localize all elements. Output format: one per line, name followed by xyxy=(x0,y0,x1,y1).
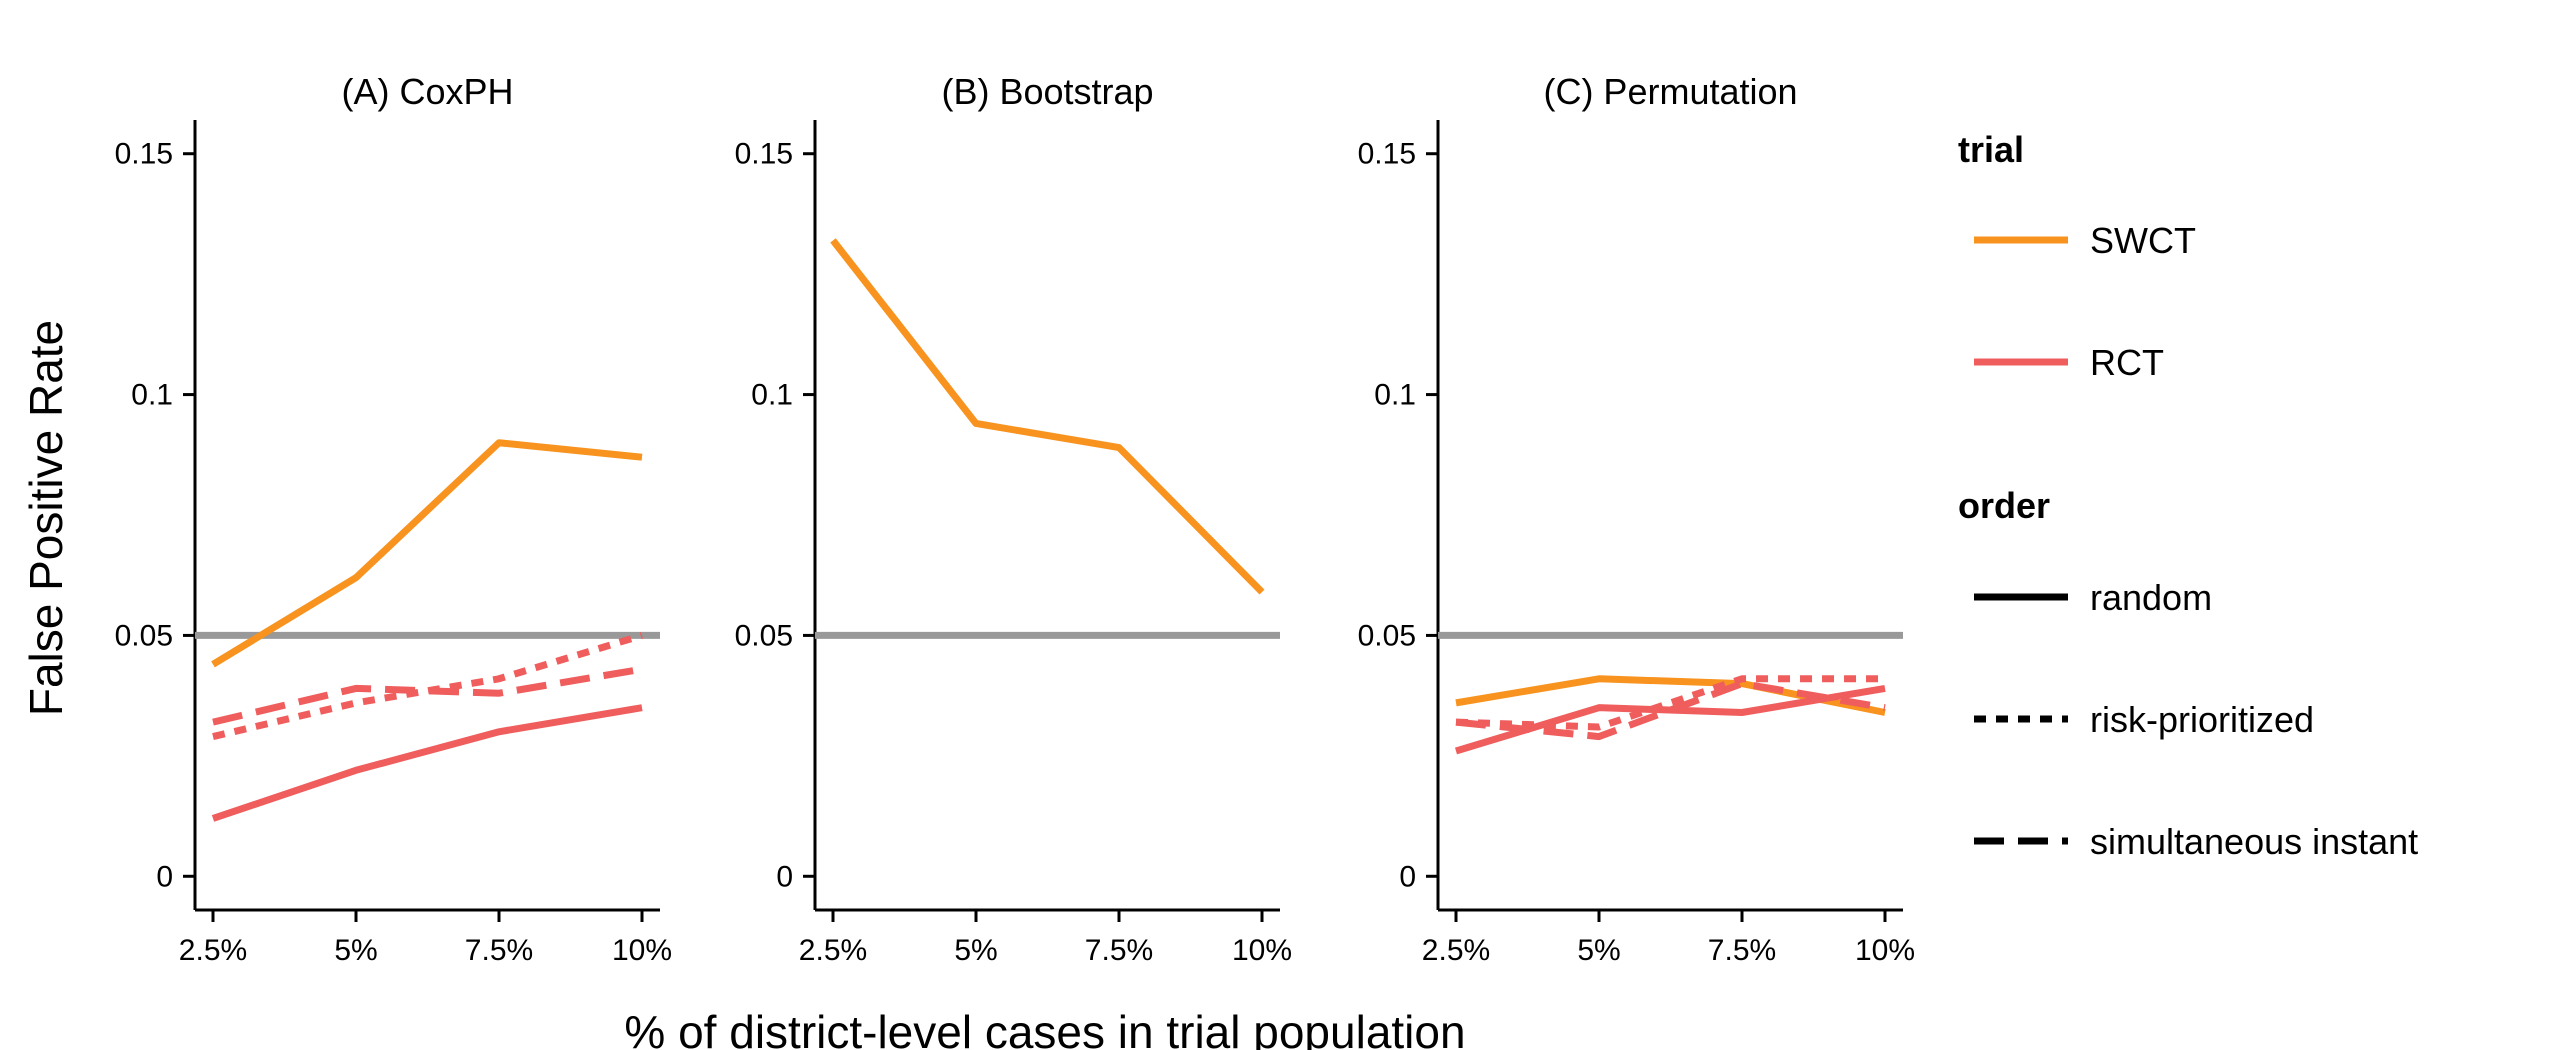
x-tick-label: 10% xyxy=(1855,934,1915,967)
legend: trial SWCT RCT order random risk-prioritized s… xyxy=(1958,129,2418,862)
panel-title: (B) Bootstrap xyxy=(941,71,1153,112)
x-tick-label: 5% xyxy=(954,934,997,967)
y-tick-label: 0.05 xyxy=(1358,619,1416,652)
y-tick-label: 0.15 xyxy=(1358,138,1416,171)
x-tick-label: 7.5% xyxy=(1708,934,1776,967)
legend-title-order: order xyxy=(1958,485,2050,526)
legend-label: simultaneous instant xyxy=(2090,821,2418,862)
y-tick-label: 0 xyxy=(156,860,173,893)
panel-3: (C) Permutation 0 0.05 0.1 0.15 2.5% 5% 7.5% 10% xyxy=(1358,71,1915,967)
series-line-rct-simultaneous-instant xyxy=(1455,680,1886,741)
y-tick-label: 0.05 xyxy=(115,619,173,652)
series-line-rct-simultaneous-instant xyxy=(212,665,643,726)
x-tick-label: 2.5% xyxy=(179,934,247,967)
y-tick-label: 0 xyxy=(776,860,793,893)
legend-label: RCT xyxy=(2090,342,2164,383)
y-axis-title: False Positive Rate xyxy=(20,320,72,716)
x-tick-label: 5% xyxy=(334,934,377,967)
x-tick-label: 2.5% xyxy=(1422,934,1490,967)
y-tick-label: 0.05 xyxy=(735,619,793,652)
y-tick-label: 0.1 xyxy=(751,379,793,412)
y-tick-label: 0 xyxy=(1399,860,1416,893)
series-line-rct-random xyxy=(211,704,643,822)
x-tick-label: 5% xyxy=(1577,934,1620,967)
panel-title: (C) Permutation xyxy=(1543,71,1797,112)
series-line-rct-risk-prioritized xyxy=(1455,675,1885,731)
x-tick-label: 7.5% xyxy=(1085,934,1153,967)
x-tick-label: 2.5% xyxy=(799,934,867,967)
x-axis-title: % of district-level cases in trial popul… xyxy=(624,1006,1465,1050)
legend-label: random xyxy=(2090,577,2212,618)
y-tick-label: 0.15 xyxy=(115,138,173,171)
x-tick-label: 10% xyxy=(1232,934,1292,967)
series-line-swct-random xyxy=(830,238,1265,595)
legend-label: risk-prioritized xyxy=(2090,699,2314,740)
series-line-swct-random xyxy=(211,439,643,668)
legend-title-trial: trial xyxy=(1958,129,2024,170)
panel-1: (A) CoxPH 0 0.05 0.1 0.15 2.5% 5% 7.5% 10% xyxy=(115,71,672,967)
x-tick-label: 10% xyxy=(612,934,672,967)
x-tick-label: 7.5% xyxy=(465,934,533,967)
y-tick-label: 0.15 xyxy=(735,138,793,171)
legend-label: SWCT xyxy=(2090,220,2196,261)
series-line-rct-risk-prioritized xyxy=(212,632,644,740)
y-tick-label: 0.1 xyxy=(131,379,173,412)
y-tick-label: 0.1 xyxy=(1374,379,1416,412)
panel-title: (A) CoxPH xyxy=(341,71,513,112)
panel-2: (B) Bootstrap 0 0.05 0.1 0.15 2.5% 5% 7.5% 10% xyxy=(735,71,1292,967)
